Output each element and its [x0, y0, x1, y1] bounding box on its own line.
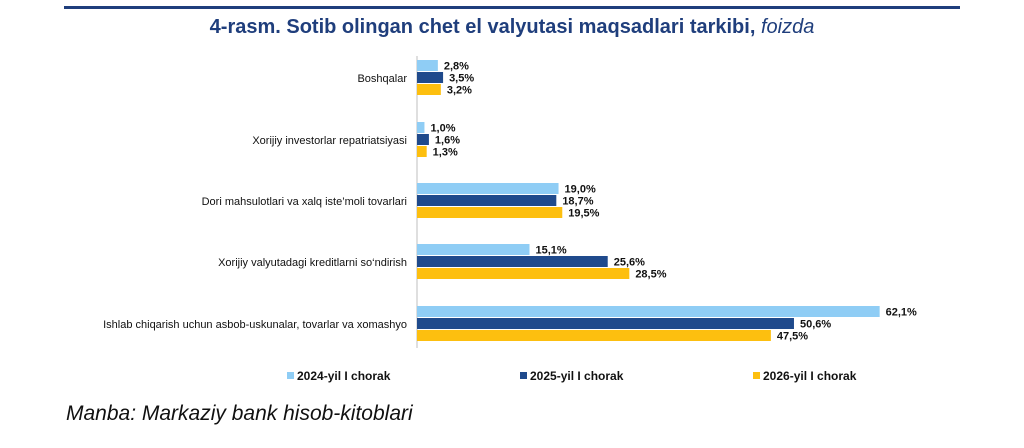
bar-s2-c5	[417, 318, 794, 329]
category-label: Boshqalar	[357, 73, 407, 85]
bar-s2-c4	[417, 256, 608, 267]
data-label: 19,5%	[568, 208, 599, 220]
bar-s2-c3	[417, 195, 557, 206]
chart-title-unit: foizda	[760, 16, 815, 38]
legend-label-2: 2025-yil I chorak	[530, 369, 624, 383]
category-label: Dori mahsulotlari va xalq iste’moli tova…	[202, 196, 407, 208]
bar-s3-c4	[417, 268, 630, 279]
legend-swatch-2	[520, 372, 527, 379]
legend-swatch-3	[753, 372, 760, 379]
data-label: 18,7%	[562, 196, 593, 208]
bar-s3-c5	[417, 330, 771, 341]
data-label: 28,5%	[635, 269, 666, 281]
data-label: 2,8%	[444, 61, 469, 73]
data-label: 25,6%	[614, 257, 645, 269]
category-label: Xorijiy valyutadagi kreditlarni so‘ndiri…	[218, 257, 407, 269]
data-label: 19,0%	[565, 184, 596, 196]
data-label: 15,1%	[535, 245, 566, 257]
data-label: 47,5%	[777, 331, 808, 343]
data-label: 3,2%	[447, 85, 472, 97]
legend-label-3: 2026-yil I chorak	[763, 369, 857, 383]
bar-s1-c5	[417, 306, 880, 317]
source-note: Manba: Markaziy bank hisob-kitoblari	[66, 402, 413, 425]
bar-s3-c1	[417, 84, 441, 95]
legend-label-1: 2024-yil I chorak	[297, 369, 391, 383]
category-label: Ishlab chiqarish uchun asbob-uskunalar, …	[103, 319, 407, 331]
bar-chart: Boshqalar 2,8%3,5%3,2% Xorijiy investorlar…	[103, 56, 917, 383]
bar-s2-c2	[417, 134, 429, 145]
data-label: 1,6%	[435, 135, 460, 147]
bar-s1-c1	[417, 60, 438, 71]
category-label: Xorijiy investorlar repatriatsiyasi	[252, 135, 407, 147]
data-label: 50,6%	[800, 319, 831, 331]
legend-swatch-1	[287, 372, 294, 379]
bar-s1-c2	[417, 122, 425, 133]
data-label: 3,5%	[449, 73, 474, 85]
chart-title-text: 4-rasm. Sotib olingan chet el valyutasi …	[209, 16, 756, 38]
bar-s2-c1	[417, 72, 444, 83]
bar-s1-c3	[417, 183, 559, 194]
bar-s3-c2	[417, 146, 427, 157]
title-top-rule	[64, 6, 960, 9]
data-label: 62,1%	[886, 307, 917, 319]
bar-s3-c3	[417, 207, 563, 218]
chart-title: 4-rasm. Sotib olingan chet el valyutasi …	[0, 16, 1024, 39]
data-label: 1,0%	[430, 123, 455, 135]
bar-s1-c4	[417, 244, 530, 255]
data-label: 1,3%	[433, 147, 458, 159]
